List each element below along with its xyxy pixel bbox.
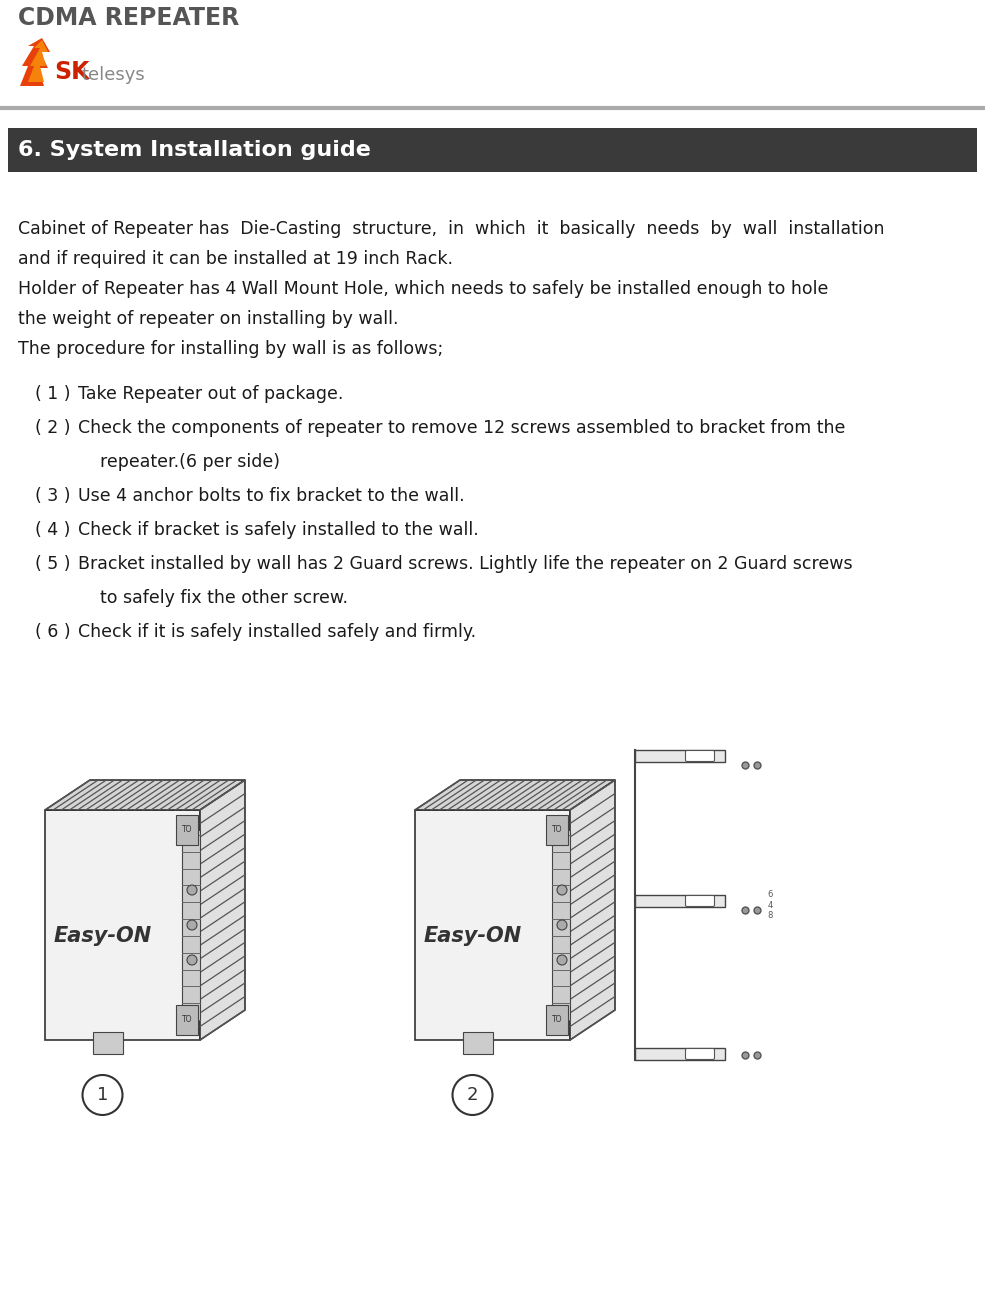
- Text: ( 2 ): ( 2 ): [35, 420, 71, 437]
- Text: Use 4 anchor bolts to fix bracket to the wall.: Use 4 anchor bolts to fix bracket to the…: [78, 488, 465, 505]
- FancyBboxPatch shape: [176, 1005, 198, 1035]
- Text: to safely fix the other screw.: to safely fix the other screw.: [100, 589, 348, 606]
- Text: ( 6 ): ( 6 ): [35, 623, 71, 640]
- Text: Bracket installed by wall has 2 Guard screws. Lightly life the repeater on 2 Gua: Bracket installed by wall has 2 Guard sc…: [78, 555, 853, 572]
- Text: TO: TO: [552, 826, 562, 834]
- Polygon shape: [20, 38, 50, 86]
- Text: Check the components of repeater to remove 12 screws assembled to bracket from t: Check the components of repeater to remo…: [78, 420, 845, 437]
- Polygon shape: [45, 780, 245, 810]
- Polygon shape: [635, 750, 725, 762]
- Circle shape: [83, 1074, 122, 1115]
- Text: ( 1 ): ( 1 ): [35, 386, 71, 403]
- Text: Easy-ON: Easy-ON: [424, 927, 522, 946]
- Text: Take Repeater out of package.: Take Repeater out of package.: [78, 386, 344, 403]
- FancyBboxPatch shape: [546, 1005, 568, 1035]
- Text: ( 3 ): ( 3 ): [35, 488, 71, 505]
- Text: 1: 1: [97, 1086, 108, 1104]
- FancyBboxPatch shape: [93, 1033, 122, 1053]
- Text: ( 5 ): ( 5 ): [35, 555, 71, 572]
- Text: and if required it can be installed at 19 inch Rack.: and if required it can be installed at 1…: [18, 250, 453, 268]
- Text: Check if bracket is safely installed to the wall.: Check if bracket is safely installed to …: [78, 521, 479, 538]
- FancyBboxPatch shape: [686, 1048, 714, 1060]
- Text: the weight of repeater on installing by wall.: the weight of repeater on installing by …: [18, 310, 399, 328]
- Polygon shape: [415, 810, 570, 1040]
- Polygon shape: [635, 1048, 725, 1060]
- Polygon shape: [552, 830, 570, 1019]
- Text: repeater.(6 per side): repeater.(6 per side): [100, 454, 280, 471]
- Text: 6. System Installation guide: 6. System Installation guide: [18, 140, 371, 159]
- Circle shape: [187, 885, 197, 895]
- Text: 2: 2: [467, 1086, 479, 1104]
- Polygon shape: [182, 830, 200, 1019]
- FancyBboxPatch shape: [546, 816, 568, 846]
- Text: telesys: telesys: [82, 65, 146, 84]
- Text: ( 4 ): ( 4 ): [35, 521, 70, 538]
- Text: Check if it is safely installed safely and firmly.: Check if it is safely installed safely a…: [78, 623, 476, 640]
- FancyBboxPatch shape: [176, 816, 198, 846]
- Circle shape: [557, 955, 567, 965]
- Text: The procedure for installing by wall is as follows;: The procedure for installing by wall is …: [18, 340, 443, 358]
- Circle shape: [187, 955, 197, 965]
- Circle shape: [557, 885, 567, 895]
- Text: CDMA REPEATER: CDMA REPEATER: [18, 7, 239, 30]
- FancyBboxPatch shape: [463, 1033, 492, 1053]
- Polygon shape: [28, 41, 48, 82]
- Polygon shape: [415, 780, 615, 810]
- FancyBboxPatch shape: [8, 128, 977, 173]
- Text: TO: TO: [182, 826, 192, 834]
- Text: TO: TO: [552, 1016, 562, 1025]
- Text: Holder of Repeater has 4 Wall Mount Hole, which needs to safely be installed eno: Holder of Repeater has 4 Wall Mount Hole…: [18, 280, 828, 298]
- Text: SK: SK: [54, 60, 90, 84]
- Text: Easy-ON: Easy-ON: [53, 927, 152, 946]
- FancyBboxPatch shape: [686, 750, 714, 762]
- FancyBboxPatch shape: [686, 895, 714, 907]
- Circle shape: [557, 920, 567, 931]
- Text: 6
4
8: 6 4 8: [767, 890, 772, 920]
- Polygon shape: [200, 780, 245, 1040]
- Text: Cabinet of Repeater has  Die-Casting  structure,  in  which  it  basically  need: Cabinet of Repeater has Die-Casting stru…: [18, 220, 885, 238]
- Polygon shape: [45, 810, 200, 1040]
- Polygon shape: [635, 895, 725, 907]
- Circle shape: [187, 920, 197, 931]
- Circle shape: [452, 1074, 492, 1115]
- Polygon shape: [570, 780, 615, 1040]
- Text: TO: TO: [182, 1016, 192, 1025]
